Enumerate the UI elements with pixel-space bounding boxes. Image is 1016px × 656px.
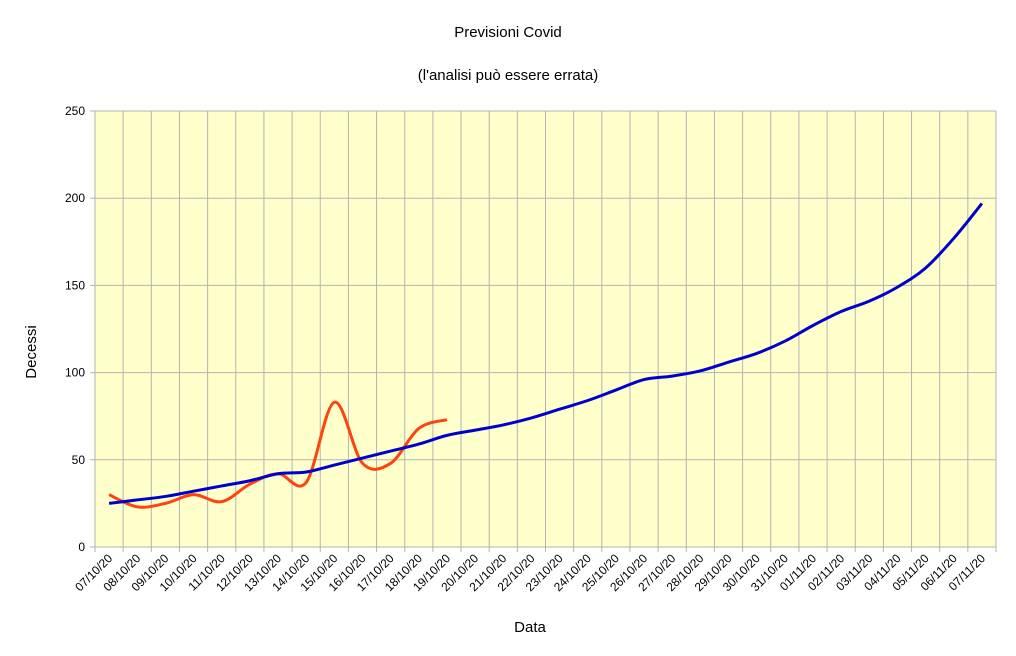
y-tick-label: 200 [65,191,85,205]
x-axis-label: Data [514,619,546,636]
y-tick-label: 250 [65,104,85,118]
series-line [108,202,984,505]
y-tick-label: 0 [78,540,85,554]
y-tick-label: 150 [65,278,85,292]
chart-title: Previsioni Covid [454,24,562,41]
y-tick-label: 50 [72,453,86,467]
y-axis-label: Decessi [23,325,40,378]
y-tick-label: 100 [65,366,85,380]
chart-subtitle: (l'analisi può essere errata) [418,67,598,84]
